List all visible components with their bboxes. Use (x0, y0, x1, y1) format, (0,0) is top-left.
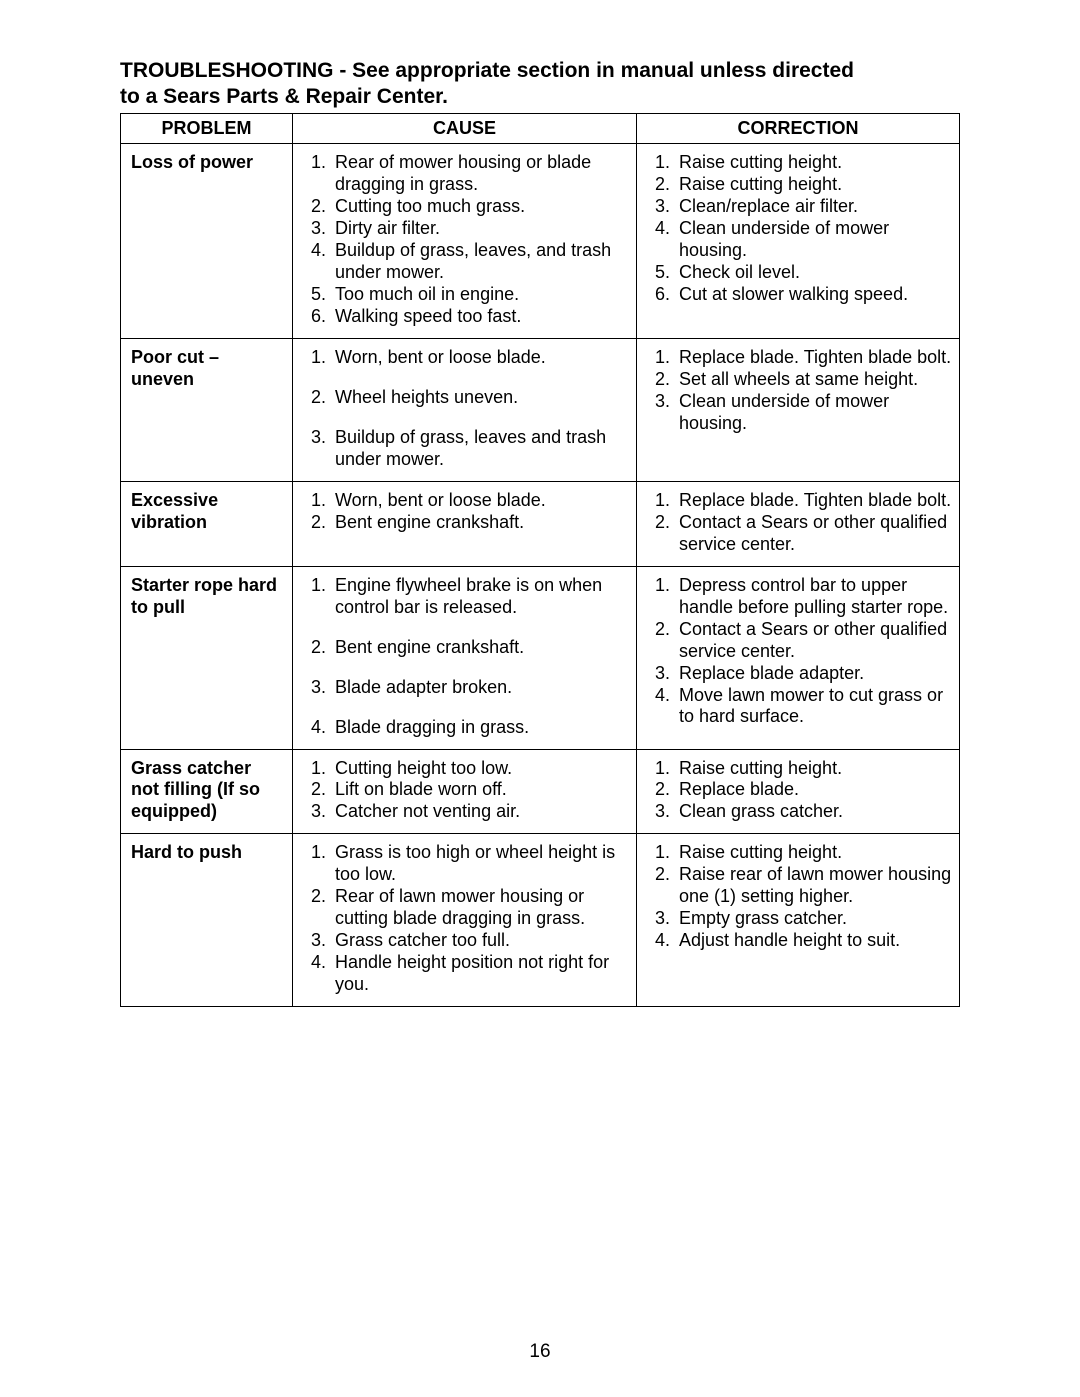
correction-item: Contact a Sears or other qualified servi… (675, 512, 953, 556)
correction-cell: Depress control bar to upper handle befo… (636, 566, 959, 749)
cause-item: Blade adapter broken. (331, 677, 630, 699)
cause-item: Grass is too high or wheel height is too… (331, 842, 630, 886)
correction-item: Clean underside of mower housing. (675, 218, 953, 262)
correction-item: Raise cutting height. (675, 174, 953, 196)
correction-item: Replace blade. Tighten blade bolt. (675, 490, 953, 512)
table-row: Starter rope hard to pull Engine flywheel… (121, 566, 960, 749)
page: TROUBLESHOOTING - See appropriate sectio… (0, 0, 1080, 1397)
correction-cell: Raise cutting height.Replace blade.Clean… (636, 749, 959, 834)
correction-item: Set all wheels at same height. (675, 369, 953, 391)
table-header-row: PROBLEM CAUSE CORRECTION (121, 113, 960, 144)
correction-item: Replace blade. (675, 779, 953, 801)
cause-item: Bent engine crankshaft. (331, 637, 630, 659)
table-row: Excessive vibrationWorn, bent or loose b… (121, 481, 960, 566)
table-row: Loss of power Rear of mower housing or bl… (121, 144, 960, 339)
page-number: 16 (0, 1341, 1080, 1363)
correction-item: Check oil level. (675, 262, 953, 284)
cause-cell: Cutting height too low.Lift on blade wor… (292, 749, 636, 834)
correction-item: Cut at slower walking speed. (675, 284, 953, 306)
cause-item: Worn, bent or loose blade. (331, 347, 630, 369)
problem-cell: Excessive vibration (121, 481, 293, 566)
table-row: Poor cut – unevenWorn, bent or loose bla… (121, 339, 960, 482)
correction-item: Empty grass catcher. (675, 908, 953, 930)
correction-item: Contact a Sears or other qualified servi… (675, 619, 953, 663)
correction-cell: Replace blade. Tighten blade bolt.Contac… (636, 481, 959, 566)
correction-cell: Raise cutting height.Raise cutting heigh… (636, 144, 959, 339)
table-row: Grass catcher not filling (If so equippe… (121, 749, 960, 834)
correction-item: Raise cutting height. (675, 758, 953, 780)
correction-item: Clean underside of mower housing. (675, 391, 953, 435)
cause-item: Lift on blade worn off. (331, 779, 630, 801)
correction-item: Clean grass catcher. (675, 801, 953, 823)
correction-item: Raise cutting height. (675, 842, 953, 864)
cause-item: Wheel heights uneven. (331, 387, 630, 409)
cause-item: Walking speed too fast. (331, 306, 630, 328)
page-heading: TROUBLESHOOTING - See appropriate sectio… (120, 58, 960, 111)
cause-cell: Worn, bent or loose blade. Wheel heights … (292, 339, 636, 482)
cause-item: Grass catcher too full. (331, 930, 630, 952)
cause-item: Too much oil in engine. (331, 284, 630, 306)
correction-item: Raise rear of lawn mower housing one (1)… (675, 864, 953, 908)
cause-item: Buildup of grass, leaves and trash under… (331, 427, 630, 471)
col-header-cause: CAUSE (292, 113, 636, 144)
problem-cell: Poor cut – uneven (121, 339, 293, 482)
cause-item: Buildup of grass, leaves, and trash unde… (331, 240, 630, 284)
cause-cell: Grass is too high or wheel height is too… (292, 834, 636, 1007)
problem-cell: Loss of power (121, 144, 293, 339)
correction-item: Raise cutting height. (675, 152, 953, 174)
cause-item: Dirty air filter. (331, 218, 630, 240)
cause-cell: Worn, bent or loose blade.Bent engine cr… (292, 481, 636, 566)
cause-item: Rear of mower housing or blade dragging … (331, 152, 630, 196)
cause-cell: Engine flywheel brake is on when control… (292, 566, 636, 749)
heading-line-1: TROUBLESHOOTING - See appropriate sectio… (120, 59, 854, 82)
problem-cell: Starter rope hard to pull (121, 566, 293, 749)
correction-cell: Replace blade. Tighten blade bolt.Set al… (636, 339, 959, 482)
correction-item: Replace blade. Tighten blade bolt. (675, 347, 953, 369)
cause-item: Cutting height too low. (331, 758, 630, 780)
cause-cell: Rear of mower housing or blade dragging … (292, 144, 636, 339)
table-row: Hard to push Grass is too high or wheel h… (121, 834, 960, 1007)
cause-item: Engine flywheel brake is on when control… (331, 575, 630, 619)
heading-line-2: to a Sears Parts & Repair Center. (120, 85, 448, 108)
cause-item: Rear of lawn mower housing or cutting bl… (331, 886, 630, 930)
cause-item: Catcher not venting air. (331, 801, 630, 823)
problem-cell: Hard to push (121, 834, 293, 1007)
cause-item: Bent engine crankshaft. (331, 512, 630, 534)
correction-item: Move lawn mower to cut grass or to hard … (675, 685, 953, 729)
problem-cell: Grass catcher not filling (If so equippe… (121, 749, 293, 834)
correction-cell: Raise cutting height.Raise rear of lawn … (636, 834, 959, 1007)
correction-item: Replace blade adapter. (675, 663, 953, 685)
col-header-problem: PROBLEM (121, 113, 293, 144)
table-body: Loss of power Rear of mower housing or bl… (121, 144, 960, 1007)
troubleshooting-table: PROBLEM CAUSE CORRECTION Loss of power Re… (120, 113, 960, 1008)
cause-item: Cutting too much grass. (331, 196, 630, 218)
cause-item: Worn, bent or loose blade. (331, 490, 630, 512)
col-header-correction: CORRECTION (636, 113, 959, 144)
correction-item: Depress control bar to upper handle befo… (675, 575, 953, 619)
cause-item: Blade dragging in grass. (331, 717, 630, 739)
cause-item: Handle height position not right for you… (331, 952, 630, 996)
correction-item: Adjust handle height to suit. (675, 930, 953, 952)
correction-item: Clean/replace air filter. (675, 196, 953, 218)
